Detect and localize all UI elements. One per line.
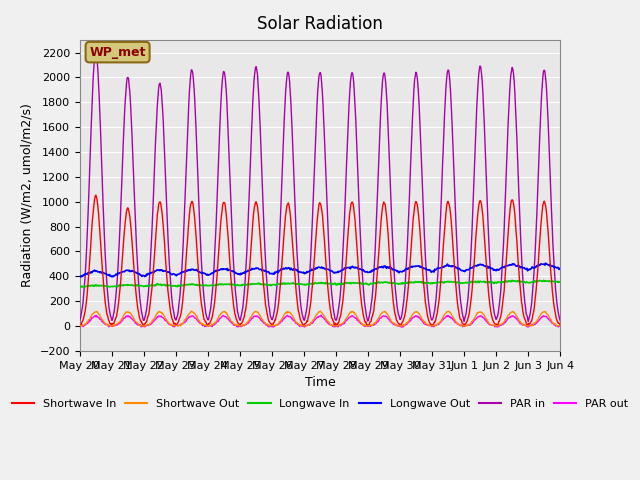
Y-axis label: Radiation (W/m2, umol/m2/s): Radiation (W/m2, umol/m2/s) xyxy=(21,104,34,288)
Legend: Shortwave In, Shortwave Out, Longwave In, Longwave Out, PAR in, PAR out: Shortwave In, Shortwave Out, Longwave In… xyxy=(7,395,633,414)
X-axis label: Time: Time xyxy=(305,376,335,389)
Text: WP_met: WP_met xyxy=(90,46,146,59)
Title: Solar Radiation: Solar Radiation xyxy=(257,15,383,33)
